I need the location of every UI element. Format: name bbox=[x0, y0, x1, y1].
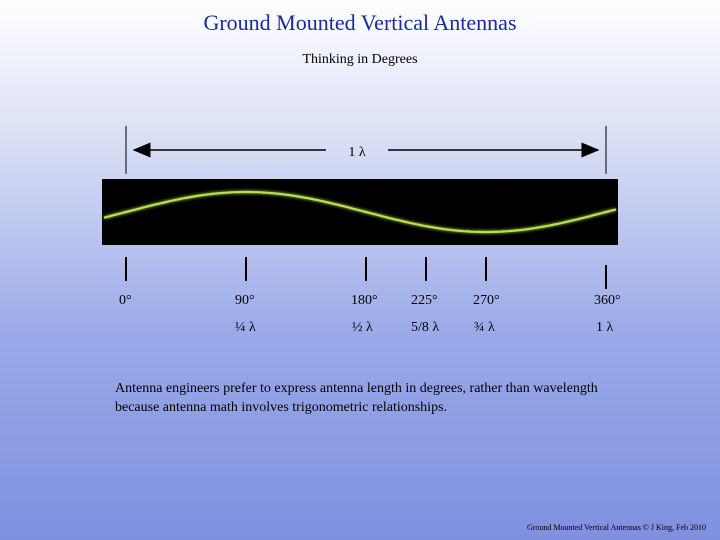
fraction-label-half: ½ λ bbox=[352, 320, 373, 335]
wave-band bbox=[102, 179, 618, 245]
sine-wave bbox=[103, 190, 617, 234]
footer-credit: Ground Mounted Vertical Antennas © J Kin… bbox=[526, 523, 706, 532]
fraction-label-quarter: ¼ λ bbox=[235, 320, 256, 335]
degree-label-360: 360° bbox=[594, 293, 621, 308]
fraction-label-five-eighths: 5/8 λ bbox=[411, 320, 440, 335]
degree-label-270: 270° bbox=[473, 293, 500, 308]
fraction-label-three-quarter: ¾ λ bbox=[474, 320, 495, 335]
degree-label-0: 0° bbox=[119, 293, 132, 308]
degree-ticks bbox=[125, 257, 607, 289]
explanation-paragraph: Antenna engineers prefer to express ante… bbox=[115, 381, 598, 415]
fraction-label-full: 1 λ bbox=[596, 320, 614, 335]
page-subtitle: Thinking in Degrees bbox=[302, 52, 418, 67]
degree-label-225: 225° bbox=[411, 293, 438, 308]
degree-label-180: 180° bbox=[351, 293, 378, 308]
degree-label-90: 90° bbox=[235, 293, 255, 308]
page-title: Ground Mounted Vertical Antennas bbox=[203, 10, 517, 35]
wavelength-label: 1 λ bbox=[348, 145, 366, 160]
